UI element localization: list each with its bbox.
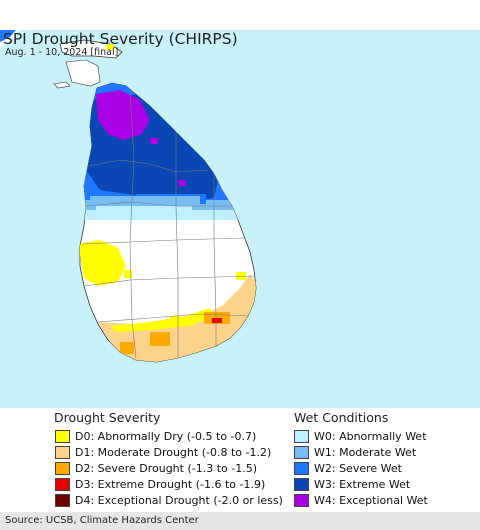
legend-item-d2: D2: Severe Drought (-1.3 to -1.5) [55, 461, 257, 475]
sri-lanka-map [0, 30, 257, 363]
legend-label-d2: D2: Severe Drought (-1.3 to -1.5) [75, 461, 258, 475]
legend-swatch-w1 [294, 445, 309, 459]
north-coast-land [65, 59, 101, 87]
legend-label-w2: W2: Severe Wet [314, 461, 402, 475]
legend-swatch-d2 [55, 461, 70, 475]
legend-item-d3: D3: Extreme Drought (-1.6 to -1.9) [55, 477, 265, 491]
w0-mid-patch [96, 206, 192, 214]
source-credit: Source: UCSB, Climate Hazards Center [5, 515, 199, 526]
legend-label-d4: D4: Exceptional Drought (-2.0 or less) [75, 493, 283, 507]
w4-fleck-2 [178, 180, 186, 186]
w4-fleck-1 [150, 138, 158, 144]
legend-item-d4: D4: Exceptional Drought (-2.0 or less) [55, 493, 283, 507]
d2-southwest-patch [150, 332, 170, 346]
legend-swatch-w3 [294, 477, 309, 491]
legend-swatch-w0 [294, 429, 309, 443]
legend-item-d0: D0: Abnormally Dry (-0.5 to -0.7) [55, 429, 256, 443]
legend-label-w1: W1: Moderate Wet [314, 445, 417, 459]
d2-southwest-patch-2 [120, 342, 134, 354]
jaffna-d0-fleck [106, 44, 114, 50]
legend-label-w4: W4: Exceptional Wet [314, 493, 428, 507]
d0-south-fleck [170, 316, 180, 324]
w4-patch [96, 90, 150, 140]
legend-swatch-d4 [55, 493, 70, 507]
legend-swatch-d1 [55, 445, 70, 459]
legend-item-w4: W4: Exceptional Wet [294, 493, 428, 507]
district-boundaries [81, 89, 255, 359]
legend-label-w0: W0: Abnormally Wet [314, 429, 427, 443]
map-subtitle: Aug. 1 - 10, 2024 [final] [5, 47, 119, 58]
north-corner-wet-patch [0, 30, 16, 42]
map-title: SPI Drought Severity (CHIRPS) [3, 30, 238, 48]
map-panel: SPI Drought Severity (CHIRPS) Aug. 1 - 1… [0, 30, 480, 408]
legend-label-w3: W3: Extreme Wet [314, 477, 411, 491]
mannar-island [53, 81, 71, 89]
w1-mid-patch [90, 196, 200, 208]
d3-southeast-patch [212, 318, 222, 323]
drought-legend-heading: Drought Severity [54, 410, 161, 425]
legend-item-w0: W0: Abnormally Wet [294, 429, 427, 443]
legend-item-w3: W3: Extreme Wet [294, 477, 410, 491]
legend-swatch-d0 [55, 429, 70, 443]
legend-item-w2: W2: Severe Wet [294, 461, 402, 475]
legend-item-d1: D1: Moderate Drought (-0.8 to -1.2) [55, 445, 271, 459]
legend-label-d1: D1: Moderate Drought (-0.8 to -1.2) [75, 445, 272, 459]
legend-item-w1: W1: Moderate Wet [294, 445, 416, 459]
d0-west-fleck [124, 270, 132, 278]
wet-legend-heading: Wet Conditions [294, 410, 389, 425]
footer-bar: Source: UCSB, Climate Hazards Center [0, 512, 480, 530]
legend-label-d3: D3: Extreme Drought (-1.6 to -1.9) [75, 477, 266, 491]
d0-west-patch [80, 240, 126, 286]
d1-south-band [98, 274, 256, 362]
legend-swatch-w4 [294, 493, 309, 507]
legend-swatch-w2 [294, 461, 309, 475]
legend-panel: Drought Severity Wet Conditions D0: Abno… [0, 408, 480, 514]
legend-label-d0: D0: Abnormally Dry (-0.5 to -0.7) [75, 429, 257, 443]
legend-swatch-d3 [55, 477, 70, 491]
d0-south-band [110, 308, 214, 332]
d0-southeast-fleck [236, 272, 246, 280]
